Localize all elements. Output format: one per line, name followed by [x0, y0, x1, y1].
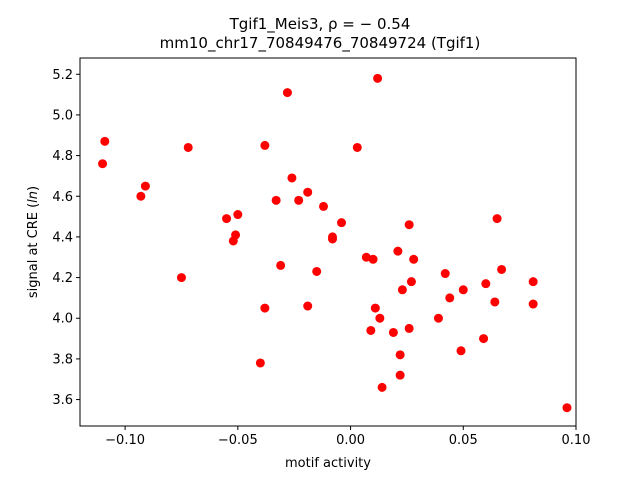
scatter-point	[528, 299, 538, 309]
scatter-point	[395, 370, 405, 380]
scatter-point	[368, 254, 378, 264]
scatter-point	[140, 181, 150, 191]
scatter-point	[366, 325, 376, 335]
scatter-point	[255, 358, 265, 368]
y-tick-label: 3.8	[52, 352, 73, 367]
scatter-point	[388, 327, 398, 337]
scatter-point	[375, 313, 385, 323]
scatter-point	[479, 334, 489, 344]
x-tick-label: −0.10	[105, 433, 145, 448]
scatter-point	[260, 303, 270, 313]
scatter-point	[282, 88, 292, 98]
scatter-point	[276, 260, 286, 270]
scatter-point	[337, 218, 347, 228]
scatter-point	[395, 350, 405, 360]
scatter-point	[222, 214, 232, 224]
scatter-point	[528, 277, 538, 287]
scatter-point	[406, 277, 416, 287]
scatter-point	[481, 279, 491, 289]
chart-title-line2: mm10_chr17_70849476_70849724 (Tgif1)	[160, 34, 481, 53]
scatter-point	[497, 264, 507, 274]
scatter-point	[458, 285, 468, 295]
y-tick-label: 4.6	[52, 190, 73, 205]
scatter-point	[373, 73, 383, 83]
scatter-point	[361, 252, 371, 262]
x-axis-label: motif activity	[285, 456, 371, 471]
y-tick-label: 4.8	[52, 149, 73, 164]
scatter-point	[397, 285, 407, 295]
data-points	[98, 73, 572, 413]
scatter-point	[393, 246, 403, 256]
scatter-point	[183, 142, 193, 152]
scatter-point	[456, 346, 466, 356]
scatter-point	[303, 187, 313, 197]
y-axis-ticks: 3.6 3.8 4.0 4.2 4.4 4.6 4.8 5.0 5.2	[52, 68, 80, 408]
scatter-point	[233, 210, 243, 220]
scatter-point	[370, 303, 380, 313]
scatter-point	[100, 136, 110, 146]
y-tick-label: 4.4	[52, 230, 73, 245]
scatter-point	[445, 293, 455, 303]
scatter-point	[440, 269, 450, 279]
scatter-point	[260, 140, 270, 150]
y-tick-label: 5.2	[52, 68, 73, 83]
scatter-point	[352, 142, 362, 152]
x-tick-label: 0.10	[562, 433, 591, 448]
scatter-point	[294, 195, 304, 205]
scatter-point	[176, 273, 186, 283]
y-tick-label: 4.2	[52, 271, 73, 286]
scatter-point	[312, 266, 322, 276]
scatter-point	[409, 254, 419, 264]
scatter-point	[404, 323, 414, 333]
x-tick-label: 0.00	[336, 433, 365, 448]
scatter-point	[377, 382, 387, 392]
scatter-point	[271, 195, 281, 205]
chart-title-line1: Tgif1_Meis3, ρ = − 0.54	[229, 15, 411, 34]
scatter-point	[303, 301, 313, 311]
x-axis-ticks: −0.10 −0.05 0.00 0.05 0.10	[105, 426, 590, 448]
y-tick-label: 5.0	[52, 108, 73, 123]
scatter-point	[490, 297, 500, 307]
plot-area-frame	[79, 57, 577, 427]
scatter-point	[287, 173, 297, 183]
scatter-point	[433, 313, 443, 323]
y-tick-label: 4.0	[52, 312, 73, 327]
y-tick-label: 3.6	[52, 393, 73, 408]
y-axis-label: signal at CRE (ln)	[26, 186, 41, 298]
scatter-point	[98, 159, 108, 169]
scatter-point	[228, 236, 238, 246]
chart-title: Tgif1_Meis3, ρ = − 0.54 mm10_chr17_70849…	[160, 15, 481, 53]
scatter-point	[562, 403, 572, 413]
x-tick-label: −0.05	[218, 433, 258, 448]
scatter-point	[404, 220, 414, 230]
scatter-point	[318, 201, 328, 211]
scatter-point	[136, 191, 146, 201]
scatter-point	[492, 214, 502, 224]
x-tick-label: 0.05	[449, 433, 478, 448]
scatter-point	[328, 234, 338, 244]
